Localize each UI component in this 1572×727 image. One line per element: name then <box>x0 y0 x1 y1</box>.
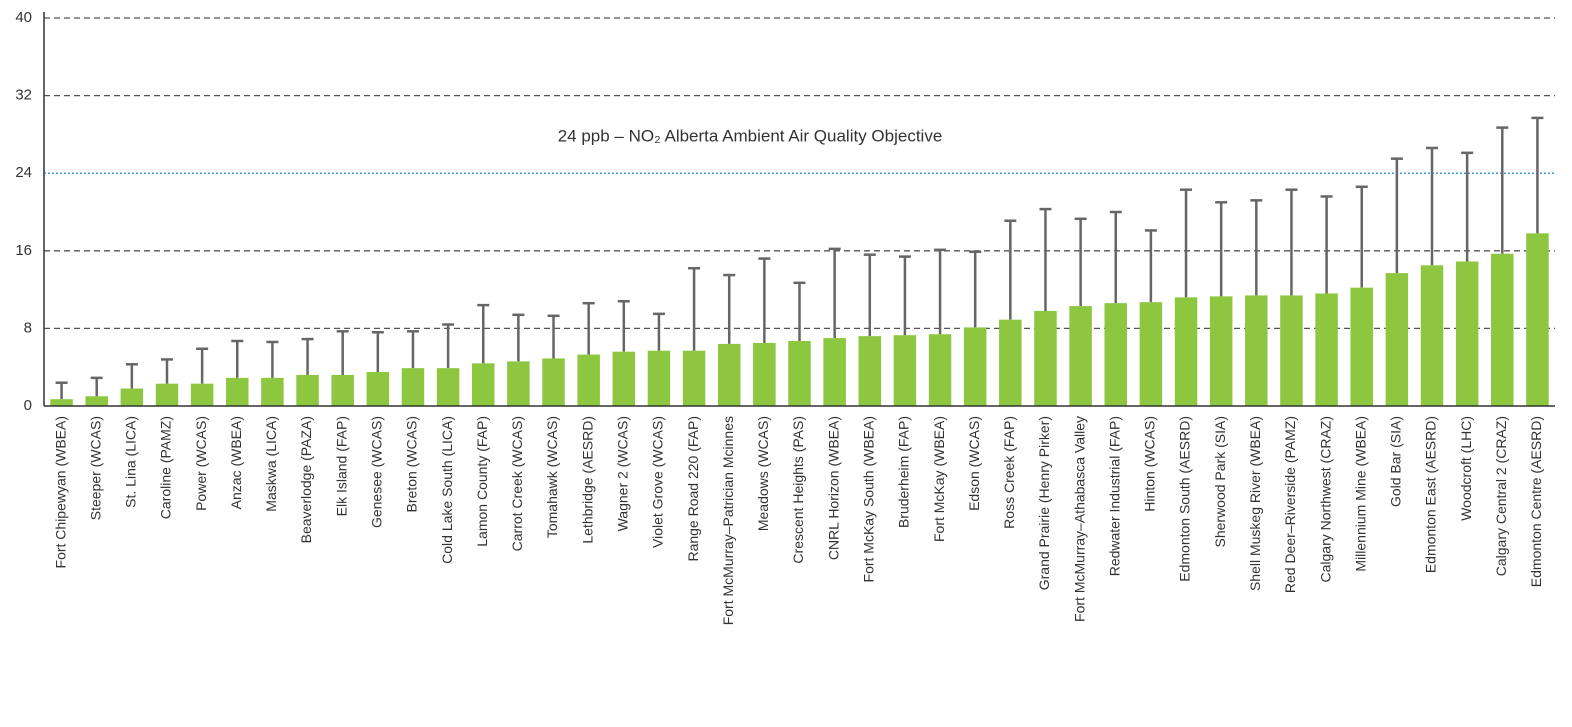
bar <box>1455 261 1479 406</box>
bar <box>85 396 108 406</box>
x-tick-label: Crescent Heights (PAS) <box>790 416 806 564</box>
bar <box>893 335 917 406</box>
x-tick-label: Edmonton East (AESRD) <box>1423 416 1439 573</box>
x-tick-label: Calgary Central 2 (CRAZ) <box>1493 416 1509 576</box>
bar <box>1385 273 1409 406</box>
bar <box>823 338 846 406</box>
bar <box>226 377 249 406</box>
bar <box>928 334 952 406</box>
bar <box>1174 297 1198 406</box>
x-tick-label: Fort McKay South (WBEA) <box>860 416 876 582</box>
bar <box>50 399 73 406</box>
bar <box>1069 306 1092 406</box>
x-tick-label: Lamon County (FAP) <box>474 416 490 547</box>
bar <box>401 368 425 406</box>
bar <box>296 374 319 406</box>
bar <box>1491 253 1514 406</box>
x-tick-label: Red Deer–Riverside (PAMZ) <box>1282 416 1298 593</box>
y-tick-label: 32 <box>15 87 32 104</box>
x-tick-label: Anzac (WBEA) <box>228 416 244 509</box>
bar <box>190 383 214 406</box>
x-tick-label: Hinton (WCAS) <box>1142 416 1158 512</box>
x-tick-label: Tomahawk (WCAS) <box>544 416 560 538</box>
bar <box>1526 233 1549 406</box>
bar <box>612 351 636 406</box>
x-tick-label: Wagner 2 (WCAS) <box>615 416 631 531</box>
bar <box>1280 295 1303 406</box>
x-tick-label: Fort McMurray–Patrician Mcinnes <box>720 416 736 625</box>
bar <box>331 374 354 406</box>
x-tick-label: Genesee (WCAS) <box>369 416 385 528</box>
bar <box>717 343 741 406</box>
x-tick-label: Millennium Mine (WBEA) <box>1352 416 1368 572</box>
y-tick-label: 0 <box>24 397 32 414</box>
y-tick-label: 40 <box>15 9 32 26</box>
bar <box>155 383 179 406</box>
x-tick-label: Cold Lake South (LICA) <box>439 416 455 564</box>
x-tick-label: Fort McMurray–Athabasca Valley <box>1071 416 1087 622</box>
bar <box>1104 303 1128 406</box>
y-tick-label: 8 <box>24 319 32 336</box>
reference-bg <box>44 171 1555 176</box>
x-tick-label: CNRL Horizon (WBEA) <box>825 416 841 560</box>
reference-label: 24 ppb – NO₂ Alberta Ambient Air Quality… <box>558 127 943 146</box>
x-tick-label: Edmonton Centre (AESRD) <box>1528 416 1544 587</box>
x-tick-label: Grand Prairie (Henry Pirker) <box>1036 416 1052 590</box>
bar <box>471 363 495 406</box>
x-tick-label: Carrot Creek (WCAS) <box>509 416 525 551</box>
bar <box>1420 265 1444 406</box>
x-tick-label: Redwater Industrial (FAP) <box>1106 416 1122 576</box>
x-tick-label: Fort McKay (WBEA) <box>931 416 947 542</box>
x-tick-label: Edmonton South (AESRD) <box>1177 416 1193 582</box>
x-tick-label: Fort Chipewyan (WBEA) <box>52 416 68 568</box>
x-tick-label: Sherwood Park (SIA) <box>1212 416 1228 548</box>
bar <box>1034 310 1057 406</box>
bar <box>682 350 706 406</box>
x-tick-label: Elk Island (FAP) <box>333 416 349 516</box>
bar <box>120 388 144 406</box>
x-tick-label: Meadows (WCAS) <box>755 416 771 531</box>
bar <box>788 341 811 406</box>
x-tick-label: Range Road 220 (FAP) <box>685 416 701 562</box>
x-tick-label: Power (WCAS) <box>193 416 209 511</box>
x-tick-label: Caroline (PAMZ) <box>158 416 174 519</box>
bar <box>1245 295 1268 406</box>
x-tick-label: Lethbridge (AESRD) <box>579 416 595 544</box>
x-tick-label: Beaverlodge (PAZA) <box>298 416 314 543</box>
bar <box>999 319 1022 406</box>
x-tick-label: Calgary Northwest (CRAZ) <box>1317 416 1333 582</box>
bar <box>1315 293 1338 406</box>
x-tick-label: Steeper (WCAS) <box>87 416 103 520</box>
x-tick-label: Violet Grove (WCAS) <box>650 416 666 548</box>
bar <box>366 372 390 406</box>
x-tick-label: Woodcroft (LHC) <box>1458 416 1474 521</box>
bar <box>1139 302 1163 406</box>
bar <box>647 350 671 406</box>
bar <box>1350 287 1373 406</box>
y-tick-label: 24 <box>15 164 32 181</box>
x-tick-label: Maskwa (LICA) <box>263 416 279 512</box>
x-tick-label: Edson (WCAS) <box>966 416 982 511</box>
y-tick-label: 16 <box>15 242 32 259</box>
bar <box>1209 296 1233 406</box>
x-tick-label: St. Lina (LICA) <box>123 416 139 508</box>
bar <box>507 361 530 406</box>
bar <box>858 336 882 406</box>
bar <box>436 368 460 406</box>
bar <box>753 342 776 406</box>
x-tick-label: Gold Bar (SIA) <box>1388 416 1404 507</box>
x-tick-label: Ross Creek (FAP) <box>1001 416 1017 529</box>
x-tick-label: Bruderheim (FAP) <box>896 416 912 528</box>
bar <box>261 377 284 406</box>
x-tick-label: Breton (WCAS) <box>404 416 420 512</box>
x-tick-label: Shell Muskeg River (WBEA) <box>1247 416 1263 591</box>
bar <box>963 327 987 406</box>
bar <box>542 358 565 406</box>
bar <box>577 354 600 406</box>
